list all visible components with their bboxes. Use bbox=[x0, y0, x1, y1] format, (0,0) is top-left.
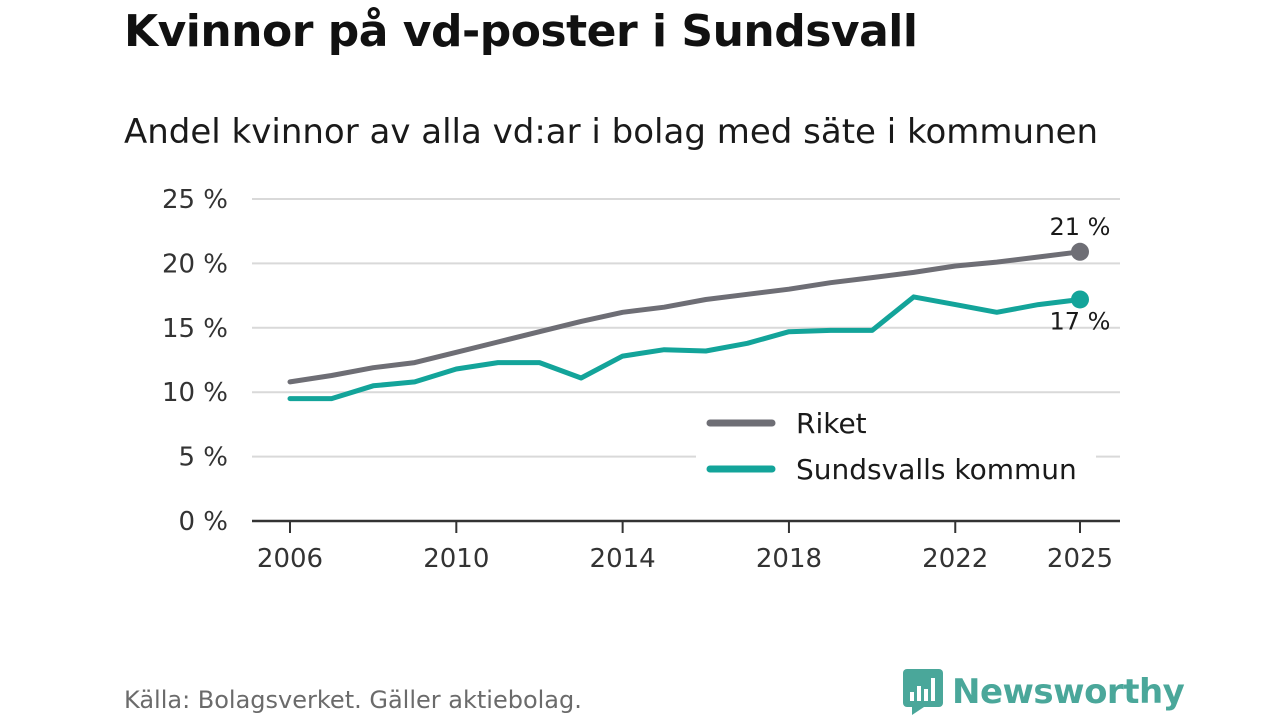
x-tick-label: 2025 bbox=[1047, 544, 1113, 574]
legend-label: Sundsvalls kommun bbox=[796, 453, 1077, 486]
end-value-label: 21 % bbox=[1050, 213, 1111, 241]
x-tick-label: 2014 bbox=[590, 544, 656, 574]
series-lines: 21 % 17 % bbox=[287, 213, 1111, 402]
y-tick-label: 15 % bbox=[162, 314, 228, 344]
legend-label: Riket bbox=[796, 407, 867, 440]
y-tick-label: 25 % bbox=[162, 185, 228, 215]
x-tick-label: 2018 bbox=[756, 544, 822, 574]
legend: Riket Sundsvalls kommun bbox=[696, 400, 1096, 500]
end-point bbox=[1071, 242, 1089, 261]
end-point bbox=[1071, 290, 1089, 309]
y-tick-label: 20 % bbox=[162, 249, 228, 279]
y-axis: 0 % 5 % 10 % 15 % 20 % 25 % bbox=[162, 185, 228, 537]
y-tick-label: 10 % bbox=[162, 378, 228, 408]
x-tick-label: 2022 bbox=[922, 544, 988, 574]
legend-background bbox=[696, 400, 1096, 500]
chart-title: Kvinnor på vd-poster i Sundsvall bbox=[124, 6, 918, 57]
brand-logo: Newsworthy bbox=[902, 668, 1185, 716]
x-axis: 2006 2010 2014 2018 2022 2025 bbox=[252, 519, 1120, 574]
y-tick-label: 0 % bbox=[178, 507, 228, 537]
source-note: Källa: Bolagsverket. Gäller aktiebolag. bbox=[124, 686, 582, 714]
x-tick-label: 2006 bbox=[257, 544, 323, 574]
y-tick-label: 5 % bbox=[178, 443, 228, 473]
bar-chart-logo-icon bbox=[903, 669, 943, 715]
end-value-label: 17 % bbox=[1050, 307, 1111, 335]
x-tick-label: 2010 bbox=[423, 544, 489, 574]
chart-subtitle: Andel kvinnor av alla vd:ar i bolag med … bbox=[124, 112, 1099, 152]
series-line-sundsvall bbox=[287, 294, 1083, 402]
brand-name: Newsworthy bbox=[952, 672, 1185, 712]
series-line-riket bbox=[287, 249, 1083, 385]
line-chart: 0 %5 %10 %15 %20 %25 % 2006 2010 2014 2018 2… bbox=[162, 185, 1120, 574]
